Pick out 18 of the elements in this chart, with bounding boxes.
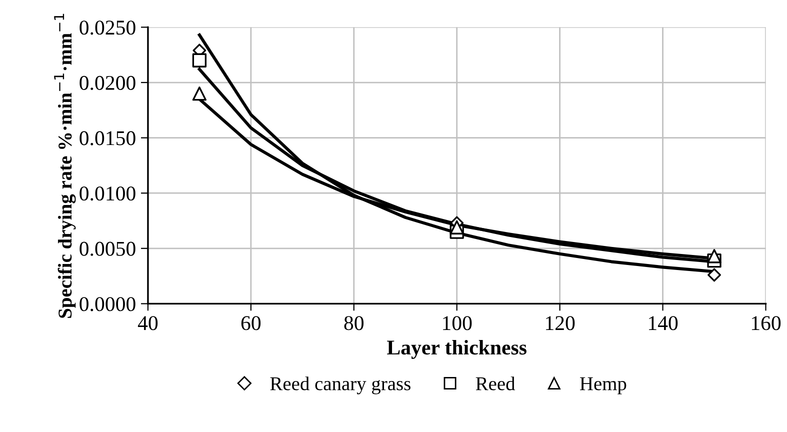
x-tick-label: 40 [138,316,158,330]
legend-label: Reed [476,376,516,390]
y-tick-label: 0.0250 [80,20,136,35]
legend-label: Reed canary grass [270,376,410,394]
y-tick-label: 0.0100 [80,186,136,201]
y-tick-label: 0.0000 [80,297,136,312]
x-tick-label: 60 [241,316,261,330]
x-tick-label: 80 [344,316,364,330]
legend-label: Hemp [580,377,626,394]
y-axis-title: Specific drying rate %·min$^{−1}$·mm$^{−1}$ [54,14,76,318]
y-tick-label: 0.0200 [80,76,136,90]
x-tick-label: 140 [648,316,678,330]
x-tick-label: 160 [752,316,781,330]
y-tick-label: 0.0150 [80,131,136,146]
x-tick-label: 120 [546,316,575,330]
y-tick-label: 0.0050 [80,242,136,256]
x-axis-title: Layer thickness [387,340,526,359]
x-tick-label: 100 [443,316,472,330]
